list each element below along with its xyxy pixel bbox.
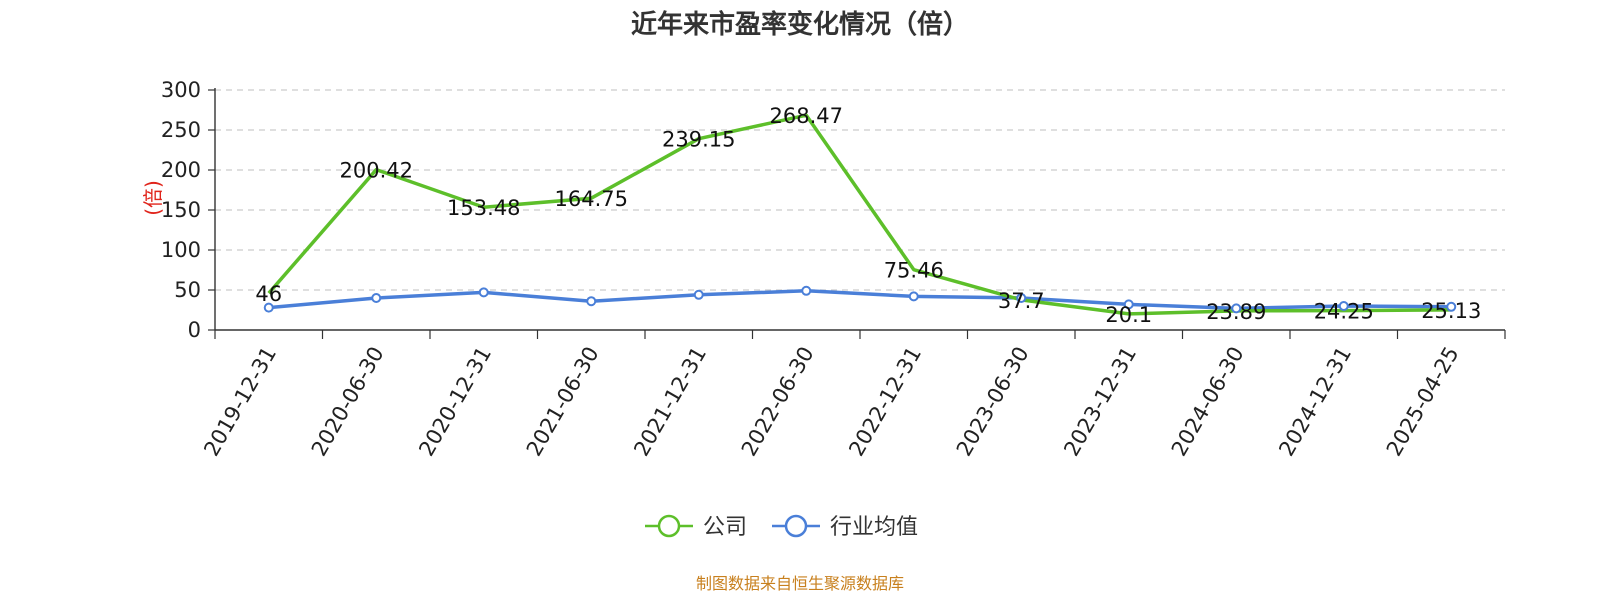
company-data-label: 25.13 — [1421, 299, 1481, 323]
industry-point[interactable] — [1338, 301, 1349, 311]
company-data-label: 75.46 — [884, 259, 944, 283]
legend-label: 公司 — [703, 515, 747, 540]
grid-lines — [215, 89, 1505, 291]
chart-title: 近年来市盈率变化情况（倍） — [631, 9, 969, 40]
x-tick-label: 2019-12-31 — [199, 343, 281, 461]
y-axis-label: (倍) — [141, 180, 165, 216]
company-data-label: 200.42 — [340, 159, 413, 183]
legend-label: 行业均值 — [830, 515, 918, 540]
industry-point[interactable] — [478, 287, 489, 298]
x-tick-label: 2025-04-25 — [1382, 343, 1464, 461]
series-line-1 — [268, 289, 1452, 311]
industry-point[interactable] — [1231, 303, 1242, 314]
company-data-label: 24.25 — [1314, 300, 1374, 324]
industry-point[interactable] — [801, 285, 812, 296]
y-tick-label: 300 — [161, 78, 201, 102]
x-tick-label: 2023-06-30 — [952, 343, 1034, 461]
company-data-label: 268.47 — [770, 104, 843, 128]
y-tick-label: 50 — [174, 278, 201, 302]
legend-marker — [784, 514, 808, 538]
data-labels: 46 200.42 153.48 164.75 239.15 268.47 75.46 37.… — [255, 104, 1481, 327]
industry-point[interactable] — [693, 289, 704, 300]
x-tick-label: 2023-12-31 — [1059, 343, 1141, 461]
x-tick-label: 2021-06-30 — [522, 343, 604, 461]
industry-point[interactable] — [1123, 299, 1134, 310]
company-data-label: 23.89 — [1206, 300, 1266, 324]
x-tick-label: 2022-06-30 — [737, 343, 819, 461]
company-data-label: 153.48 — [447, 196, 520, 220]
industry-point[interactable] — [371, 293, 382, 303]
company-data-label: 37.7 — [998, 289, 1045, 313]
series-lines — [267, 113, 1452, 316]
company-data-label: 46 — [255, 282, 282, 306]
industry-point[interactable] — [1016, 293, 1027, 303]
x-tick-label: 2022-12-31 — [844, 343, 926, 461]
y-tick-label: 200 — [161, 158, 201, 182]
x-tick-label: 2021-12-31 — [629, 343, 711, 461]
y-tick-label: 0 — [188, 318, 201, 342]
x-tick-label: 2020-06-30 — [307, 343, 389, 461]
company-data-label: 20.1 — [1105, 303, 1152, 327]
industry-point[interactable] — [1446, 301, 1457, 312]
x-tick-label: 2020-12-31 — [414, 343, 496, 461]
legend-marker — [657, 514, 681, 538]
legend[interactable]: 公司 行业均值 — [645, 514, 918, 540]
source-note: 制图数据来自恒生聚源数据库 — [696, 574, 904, 593]
company-data-label: 239.15 — [662, 128, 735, 152]
legend-item-0[interactable]: 公司 — [645, 514, 747, 540]
industry-point[interactable] — [263, 302, 274, 313]
industry-point[interactable] — [908, 291, 919, 302]
industry-point[interactable] — [586, 296, 597, 307]
series-line-0 — [267, 113, 1452, 316]
axes: 0 50 100 150 200 250 300 (倍) 2019-12-31 2020-06-3… — [141, 78, 1506, 461]
x-tick-label: 2024-06-30 — [1167, 343, 1249, 461]
company-data-label: 164.75 — [555, 187, 628, 211]
data-points — [263, 285, 1457, 314]
y-tick-label: 250 — [161, 118, 201, 142]
legend-item-1[interactable]: 行业均值 — [772, 514, 918, 540]
y-tick-label: 100 — [161, 238, 201, 262]
x-tick-label: 2024-12-31 — [1274, 343, 1356, 461]
y-tick-label: 150 — [161, 198, 201, 222]
